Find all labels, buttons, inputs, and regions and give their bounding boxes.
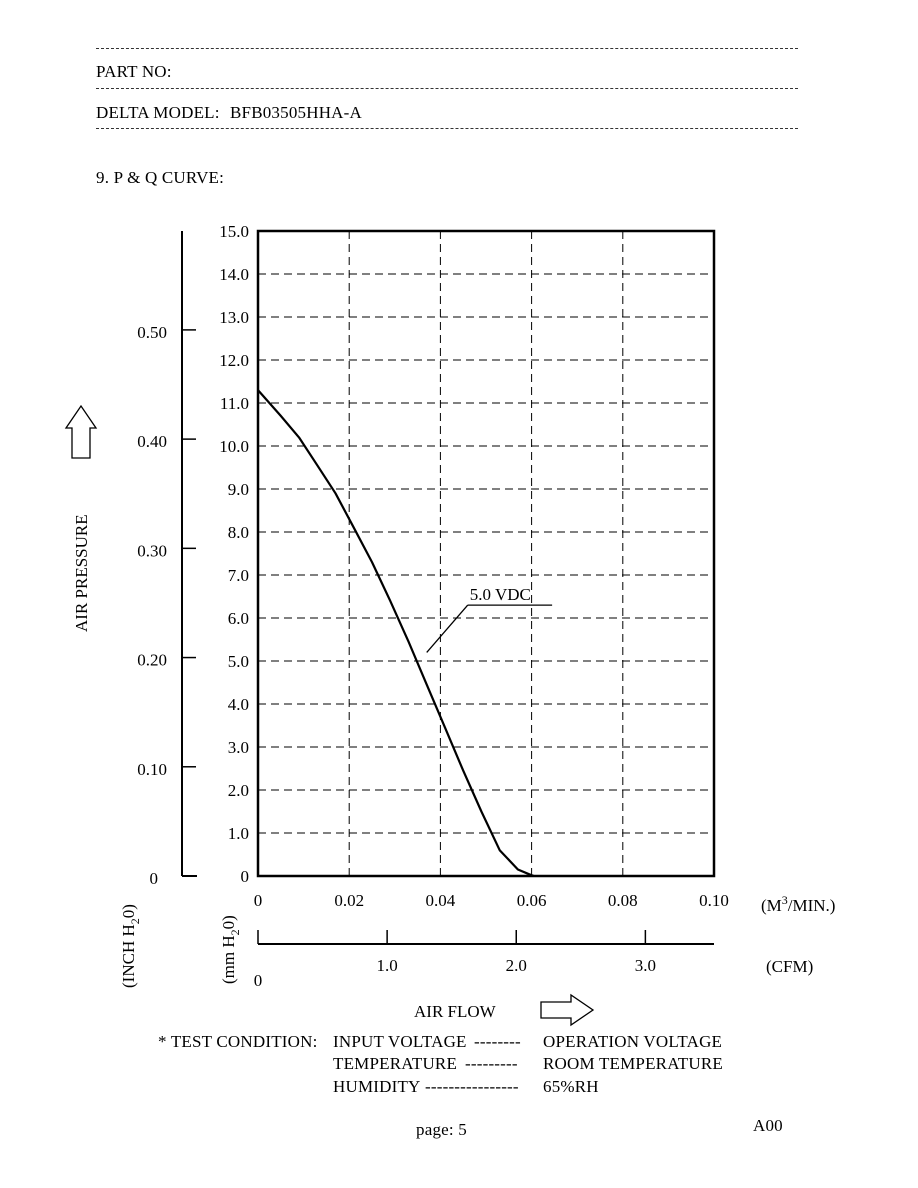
y-tick-label: 2.0 (228, 781, 249, 800)
inch-tick-label: 0.50 (137, 323, 167, 342)
x-axis-cfm: 0 1.0 2.0 3.0 (254, 930, 714, 990)
part-no-label: PART NO: (96, 62, 172, 81)
divider-middle (96, 88, 798, 89)
condition-leader-humidity: ---------------- (425, 1077, 519, 1096)
inch-tick-label: 0.40 (137, 432, 167, 451)
y-ticks-mm: 0 1.0 2.0 3.0 4.0 5.0 6.0 7.0 8.0 9.0 10.0 11.0 12.0… (219, 222, 249, 886)
y-tick-label: 3.0 (228, 738, 249, 757)
y-unit-inch-label: (INCH H20) (119, 904, 142, 988)
cfm-tick-label: 0 (254, 971, 263, 990)
y-tick-label: 15.0 (219, 222, 249, 241)
y-tick-label: 4.0 (228, 695, 249, 714)
inch-tick-label: 0.20 (137, 651, 167, 670)
y-tick-label: 11.0 (220, 394, 249, 413)
up-arrow-icon (64, 404, 98, 459)
model-label: DELTA MODEL: (96, 103, 220, 122)
model-value: BFB03505HHA-A (230, 103, 363, 122)
inch-tick-label: 0.10 (137, 760, 167, 779)
revision-code: A00 (753, 1116, 783, 1135)
condition-value-humidity: 65%RH (543, 1077, 599, 1096)
cfm-tick-label: 3.0 (635, 956, 656, 975)
series-label: 5.0 VDC (470, 585, 531, 604)
x-unit-label: (M3/MIN.) (761, 893, 835, 915)
y-tick-label: 5.0 (228, 652, 249, 671)
section-title: 9. P & Q CURVE: (96, 168, 225, 187)
divider-top (96, 48, 798, 49)
y-tick-label: 13.0 (219, 308, 249, 327)
condition-name-temperature: TEMPERATURE (333, 1054, 458, 1073)
plot-frame (256, 229, 716, 878)
series-layer: 5.0 VDC (257, 389, 553, 878)
y-tick-label: 9.0 (228, 480, 249, 499)
series-leader-line (426, 604, 469, 653)
cfm-tick-label: 2.0 (506, 956, 527, 975)
y-tick-label: 14.0 (219, 265, 249, 284)
y-tick-label: 10.0 (219, 437, 249, 456)
condition-leader-temperature: --------- (465, 1054, 518, 1073)
y-axis-title: AIR PRESSURE (72, 514, 91, 632)
grid-layer (258, 231, 714, 876)
inch-tick-label: 0 (150, 869, 159, 888)
x2-unit-label: (CFM) (766, 957, 813, 976)
x-tick-label: 0.10 (699, 891, 729, 910)
test-condition-label: * TEST CONDITION: (158, 1032, 318, 1051)
x-tick-label: 0.06 (517, 891, 547, 910)
y-tick-label: 1.0 (228, 824, 249, 843)
y-tick-label: 8.0 (228, 523, 249, 542)
y-tick-label: 12.0 (219, 351, 249, 370)
condition-name-voltage: INPUT VOLTAGE (333, 1032, 467, 1051)
condition-leader-voltage: -------- (474, 1032, 521, 1051)
inch-tick-label: 0.30 (137, 541, 167, 560)
x-tick-label: 0.08 (608, 891, 638, 910)
x-tick-label: 0.04 (426, 891, 456, 910)
condition-name-humidity: HUMIDITY (333, 1077, 421, 1096)
cfm-tick-label: 1.0 (376, 956, 397, 975)
y-unit-mm-label: (mm H20) (219, 915, 242, 984)
x-ticks-m3min: 0 0.02 0.04 0.06 0.08 0.10 (254, 891, 729, 910)
condition-value-voltage: OPERATION VOLTAGE (543, 1032, 723, 1051)
y-tick-label: 0 (241, 867, 250, 886)
right-arrow-icon (540, 993, 595, 1027)
x-axis-title: AIR FLOW (414, 1002, 497, 1021)
series-line (257, 389, 535, 878)
x-tick-label: 0.02 (334, 891, 364, 910)
divider-bottom (96, 128, 798, 129)
condition-value-temperature: ROOM TEMPERATURE (543, 1054, 723, 1073)
y-tick-label: 7.0 (228, 566, 249, 585)
y-axis-inch: 0 0.10 0.20 0.30 0.40 0.50 (137, 231, 197, 888)
x-tick-label: 0 (254, 891, 263, 910)
y-tick-label: 6.0 (228, 609, 249, 628)
page-number: page: 5 (416, 1120, 467, 1139)
